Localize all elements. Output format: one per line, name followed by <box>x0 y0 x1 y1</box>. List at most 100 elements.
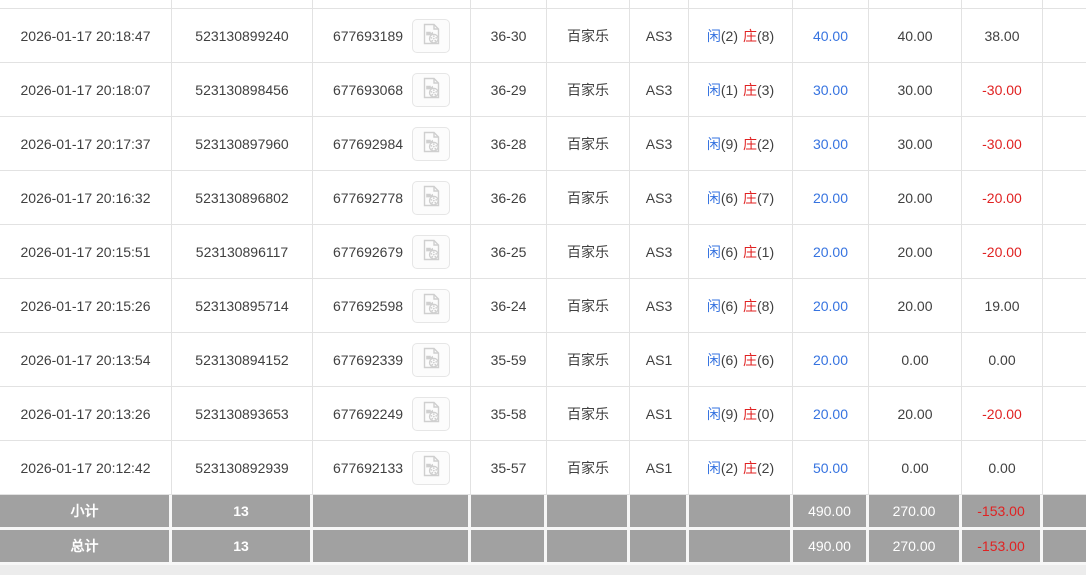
game-number: 677692679 <box>332 243 404 260</box>
video-replay-button[interactable] <box>412 234 451 269</box>
valid-amount: 0.00 <box>869 333 962 387</box>
empty-cell <box>1043 441 1086 495</box>
game-number-cell: 677692598 <box>313 279 471 333</box>
game-type: 百家乐 <box>547 63 630 117</box>
banker-result-score: (8) <box>757 27 775 44</box>
banker-result-label: 庄 <box>743 27 757 44</box>
bet-time: 2026-01-17 20:16:32 <box>0 171 172 225</box>
result-cell: 闲(6) 庄(7) <box>689 171 793 225</box>
video-replay-button[interactable] <box>412 180 451 215</box>
table-id: AS3 <box>630 225 689 279</box>
player-result-label: 闲 <box>706 297 721 314</box>
partial-cell <box>471 0 547 9</box>
partial-cell <box>547 0 630 9</box>
subtotal-empty <box>1043 495 1086 530</box>
video-replay-button[interactable] <box>412 18 451 53</box>
video-replay-button[interactable] <box>412 342 451 377</box>
partial-cell <box>0 0 172 9</box>
player-result-score: (1) <box>720 81 738 98</box>
round-number: 36-25 <box>471 225 547 279</box>
game-number-cell: 677693189 <box>313 9 471 63</box>
subtotal-label: 小计 <box>0 495 172 530</box>
win-loss: -20.00 <box>962 225 1043 279</box>
bet-time: 2026-01-17 20:18:07 <box>0 63 172 117</box>
valid-amount: 0.00 <box>869 441 962 495</box>
bet-time: 2026-01-17 20:15:51 <box>0 225 172 279</box>
empty-cell <box>1043 117 1086 171</box>
total-empty <box>313 530 471 565</box>
order-number: 523130894152 <box>172 333 313 387</box>
game-number: 677693189 <box>332 27 404 44</box>
game-type: 百家乐 <box>547 225 630 279</box>
empty-cell <box>1043 9 1086 63</box>
banker-result-score: (7) <box>757 189 775 206</box>
result-cell: 闲(6) 庄(1) <box>689 225 793 279</box>
player-result-score: (6) <box>720 189 738 206</box>
player-result-score: (6) <box>720 243 738 260</box>
film-document-icon <box>419 238 443 265</box>
result-cell: 闲(2) 庄(8) <box>689 9 793 63</box>
subtotal-empty <box>471 495 547 530</box>
player-result-label: 闲 <box>706 135 721 152</box>
table-id: AS1 <box>630 333 689 387</box>
round-number: 35-58 <box>471 387 547 441</box>
order-number: 523130895714 <box>172 279 313 333</box>
game-number: 677693068 <box>332 81 404 98</box>
total-empty <box>630 530 689 565</box>
bet-amount: 20.00 <box>793 333 869 387</box>
valid-amount: 40.00 <box>869 9 962 63</box>
game-number-cell: 677692249 <box>313 387 471 441</box>
banker-result-score: (1) <box>757 243 775 260</box>
total-label: 总计 <box>0 530 172 565</box>
video-replay-button[interactable] <box>412 126 451 161</box>
order-number: 523130899240 <box>172 9 313 63</box>
result-cell: 闲(6) 庄(8) <box>689 279 793 333</box>
banker-result-score: (3) <box>757 81 775 98</box>
game-number: 677692249 <box>332 405 404 422</box>
video-replay-button[interactable] <box>412 396 451 431</box>
game-number-cell: 677692984 <box>313 117 471 171</box>
game-type: 百家乐 <box>547 441 630 495</box>
total-valid-amount: 270.00 <box>869 530 962 565</box>
table-id: AS3 <box>630 117 689 171</box>
player-result-label: 闲 <box>706 243 721 260</box>
empty-cell <box>1043 333 1086 387</box>
game-type: 百家乐 <box>547 171 630 225</box>
video-replay-button[interactable] <box>412 288 451 323</box>
round-number: 35-57 <box>471 441 547 495</box>
win-loss: -20.00 <box>962 171 1043 225</box>
total-empty <box>547 530 630 565</box>
video-replay-button[interactable] <box>412 450 451 485</box>
game-number-cell: 677692778 <box>313 171 471 225</box>
table-id: AS3 <box>630 63 689 117</box>
result-cell: 闲(9) 庄(2) <box>689 117 793 171</box>
bet-record-row: 2026-01-17 20:12:42 523130892939 6776921… <box>0 441 1086 495</box>
film-document-icon <box>419 346 443 373</box>
partial-cell <box>1043 0 1086 9</box>
empty-cell <box>1043 225 1086 279</box>
game-number: 677692778 <box>332 189 404 206</box>
empty-cell <box>1043 279 1086 333</box>
partial-cell <box>313 0 471 9</box>
bet-record-row: 2026-01-17 20:13:54 523130894152 6776923… <box>0 333 1086 387</box>
bet-record-row: 2026-01-17 20:15:51 523130896117 6776926… <box>0 225 1086 279</box>
video-replay-button[interactable] <box>412 72 451 107</box>
empty-cell <box>1043 63 1086 117</box>
player-result-label: 闲 <box>706 459 721 476</box>
bet-record-row: 2026-01-17 20:18:07 523130898456 6776930… <box>0 63 1086 117</box>
win-loss: 19.00 <box>962 279 1043 333</box>
valid-amount: 20.00 <box>869 387 962 441</box>
bet-amount: 50.00 <box>793 441 869 495</box>
round-number: 36-24 <box>471 279 547 333</box>
player-result-score: (9) <box>720 135 738 152</box>
film-document-icon <box>419 400 443 427</box>
valid-amount: 30.00 <box>869 117 962 171</box>
bet-time: 2026-01-17 20:12:42 <box>0 441 172 495</box>
bet-record-row: 2026-01-17 20:15:26 523130895714 6776925… <box>0 279 1086 333</box>
bet-amount: 20.00 <box>793 387 869 441</box>
banker-result-score: (2) <box>757 459 775 476</box>
banker-result-score: (8) <box>757 297 775 314</box>
subtotal-empty <box>630 495 689 530</box>
